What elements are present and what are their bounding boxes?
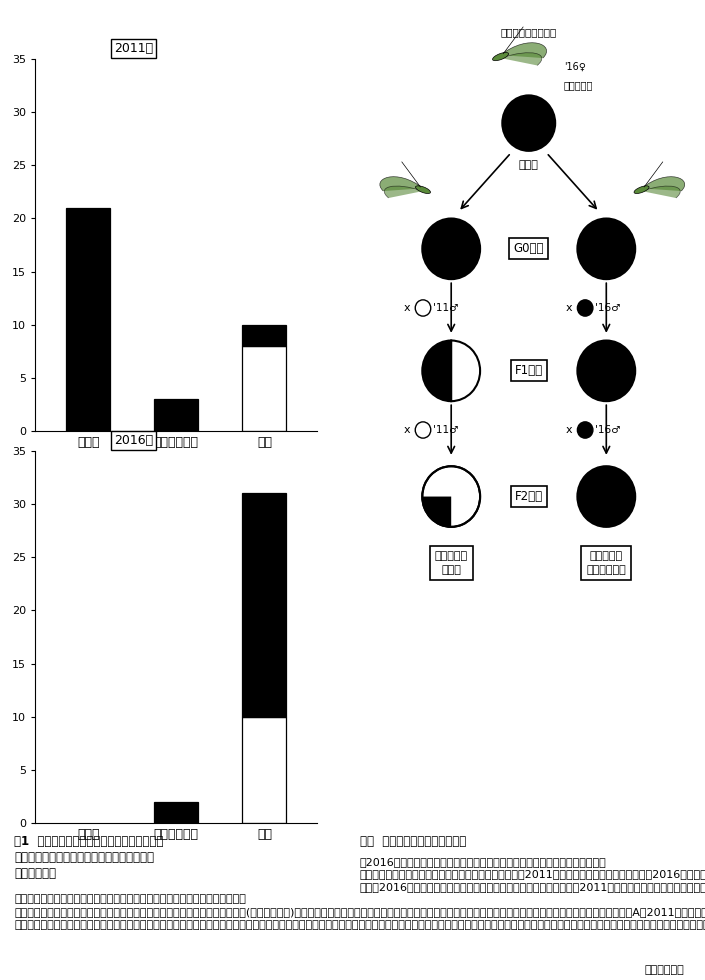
Wedge shape [422,340,451,401]
Text: （既交尾）: （既交尾） [564,79,594,90]
Bar [154,802,198,823]
Text: '16♂: '16♂ [595,425,620,435]
Text: F2世代: F2世代 [515,490,543,503]
Wedge shape [422,497,451,527]
Bar [243,324,286,346]
Ellipse shape [493,53,508,61]
Bar [243,346,286,431]
Circle shape [422,219,480,279]
Circle shape [415,300,431,317]
Text: G0世代: G0世代 [513,242,544,256]
Text: x: x [566,425,572,435]
Circle shape [415,421,431,438]
Bar [154,399,198,431]
Text: 図1  野外メスが持つ性比形質（どのような性
比の子どもを産むか）の分布とスピロプラズ
マ感染の有無: 図1 野外メスが持つ性比形質（どのような性 比の子どもを産むか）の分布とスピロプ… [14,835,164,880]
Text: x: x [566,303,572,313]
Bar [66,208,110,431]
Text: 図２  交配実験とその結果の概要: 図２ 交配実験とその結果の概要 [360,835,466,848]
Text: F1世代: F1世代 [515,365,543,377]
Text: 2011年: 2011年 [114,42,153,55]
Ellipse shape [634,186,649,193]
Text: 野外で採集したメス: 野外で採集したメス [501,27,557,37]
Text: '16♀: '16♀ [564,62,586,72]
Wedge shape [451,340,480,401]
Text: '16♂: '16♂ [595,303,620,313]
Text: オス殺しが
起きなかった: オス殺しが 起きなかった [587,552,626,574]
PathPatch shape [380,176,423,191]
PathPatch shape [384,186,423,198]
Circle shape [577,300,593,317]
Circle shape [577,466,635,527]
Text: '11♂: '11♂ [433,303,458,313]
Circle shape [577,340,635,401]
Text: x: x [404,303,410,313]
Bar [243,493,286,716]
Circle shape [577,219,635,279]
Text: 2016年: 2016年 [114,434,153,447]
Text: 次世代: 次世代 [519,160,539,171]
Wedge shape [422,466,480,527]
PathPatch shape [501,43,546,58]
Bar [243,716,286,823]
Text: x: x [404,425,410,435]
PathPatch shape [642,186,680,198]
PathPatch shape [501,53,542,66]
Text: 千葉県松戸市で採集されたカオマダラクサカゲロウのメス成虫を個別に産卵
させ、家族ごとの性比を調査。メスのみの家族数、有意にメスに偏った家族数(メスバイアス)、正: 千葉県松戸市で採集されたカオマダラクサカゲロウのメス成虫を個別に産卵 させ、家族… [14,894,705,929]
Circle shape [577,421,593,438]
Ellipse shape [415,186,431,193]
Text: '11♂: '11♂ [433,425,458,435]
Text: （陰山大輔）: （陰山大輔） [644,965,684,975]
Circle shape [502,95,556,151]
PathPatch shape [642,176,685,191]
Text: オス殺しが
起きた: オス殺しが 起きた [435,552,467,574]
Text: 2016年に採集したカオマダラクサカゲロウのメス個体（野外で交尾済）の次
世代を２つのグループに分け、それぞれを異なるオス（2011年に採集した個体の子孫（白）: 2016年に採集したカオマダラクサカゲロウのメス個体（野外で交尾済）の次 世代を… [360,857,705,892]
